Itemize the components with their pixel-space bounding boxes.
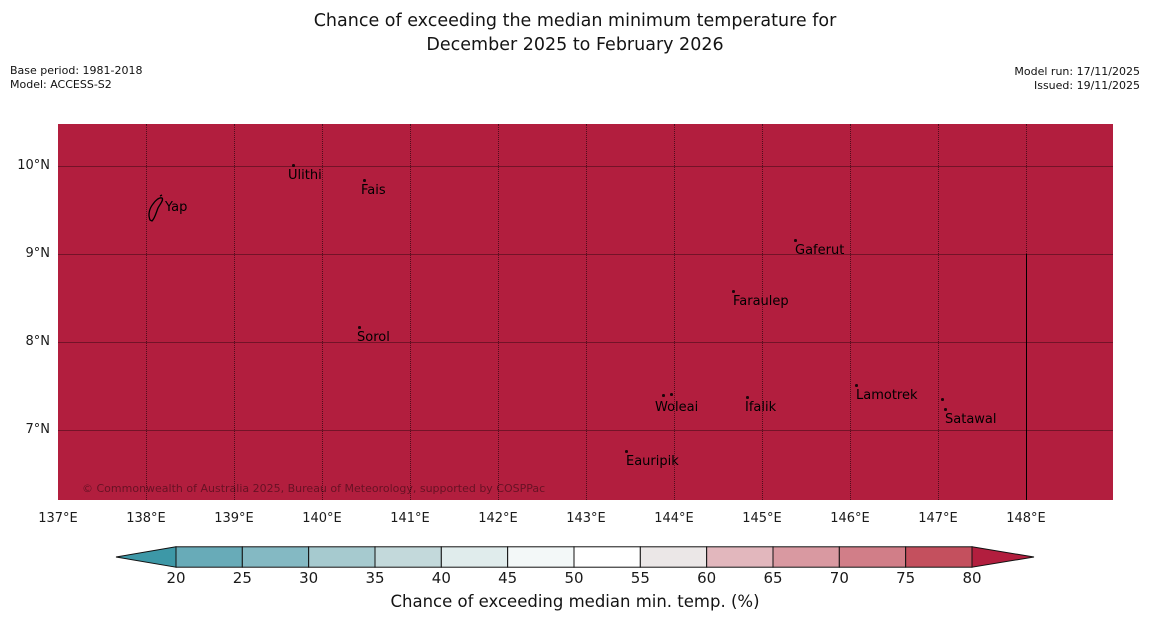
island-dot-fais [363, 179, 366, 182]
island-dot-satawal [944, 408, 947, 411]
colorbar-segment-75-80 [905, 546, 973, 568]
colorbar-tick-75: 75 [896, 569, 916, 587]
colorbar [115, 546, 1035, 568]
lon-tick-label: 146°E [830, 511, 870, 526]
map-canvas: © Commonwealth of Australia 2025, Bureau… [58, 124, 1113, 500]
base-period-text: Base period: 1981-2018 [10, 64, 143, 77]
colorbar-tick-55: 55 [630, 569, 650, 587]
model-info: Base period: 1981-2018 Model: ACCESS-S2 [10, 64, 142, 91]
colorbar-tick-35: 35 [365, 569, 385, 587]
colorbar-tick-25: 25 [232, 569, 252, 587]
colorbar-tick-45: 45 [498, 569, 518, 587]
place-label-satawal: Satawal [945, 412, 997, 427]
island-dot-sorol [358, 326, 361, 329]
gridline-horizontal [58, 254, 1113, 255]
gridline-vertical [234, 124, 235, 500]
colorbar-segment-45-50 [507, 546, 575, 568]
page-title: Chance of exceeding the median minimum t… [0, 9, 1150, 57]
issued-text: Issued: 19/11/2025 [1033, 78, 1140, 92]
gridline-vertical [322, 124, 323, 500]
gridline-vertical [410, 124, 411, 500]
island-dot-ulithi [292, 164, 295, 167]
island-dot-ifalik [746, 396, 749, 399]
model-run-text: Model run: 17/11/2025 [1014, 65, 1140, 78]
gridline-vertical [498, 124, 499, 500]
place-label-lamotrek: Lamotrek [856, 388, 918, 403]
island-dot-eauripik [625, 450, 628, 453]
colorbar-segment-60-65 [706, 546, 774, 568]
island-dot-lamotrek [855, 384, 858, 387]
gridline-vertical [762, 124, 763, 500]
colorbar-tick-30: 30 [299, 569, 319, 587]
gridline-vertical [674, 124, 675, 500]
gridline-horizontal [58, 430, 1113, 431]
lon-tick-label: 141°E [390, 511, 430, 526]
yap-island-outline [148, 194, 164, 222]
colorbar-segment-20-25 [175, 546, 243, 568]
place-label-woleai: Woleai [655, 400, 699, 415]
lon-tick-label: 147°E [918, 511, 958, 526]
colorbar-segment-30-35 [308, 546, 376, 568]
island-dot-gaferut [794, 239, 797, 242]
colorbar-under-arrow [115, 546, 177, 568]
lon-tick-label: 139°E [214, 511, 254, 526]
place-label-sorol: Sorol [357, 330, 390, 345]
colorbar-tick-60: 60 [697, 569, 717, 587]
island-dot-lamotrek [941, 398, 944, 401]
colorbar-segment-65-70 [772, 546, 840, 568]
colorbar-tick-65: 65 [763, 569, 783, 587]
colorbar-tick-70: 70 [829, 569, 849, 587]
colorbar-segment-35-40 [374, 546, 442, 568]
colorbar-scale [115, 546, 1035, 568]
gridline-vertical [938, 124, 939, 500]
place-label-eauripik: Eauripik [626, 454, 679, 469]
model-name-text: Model: ACCESS-S2 [10, 77, 112, 91]
colorbar-segment-50-55 [573, 546, 641, 568]
lat-tick-label: 8°N [25, 334, 51, 349]
place-label-ulithi: Ulithi [288, 168, 322, 183]
gridline-horizontal [58, 342, 1113, 343]
lon-tick-label: 143°E [566, 511, 606, 526]
lon-tick-label: 144°E [654, 511, 694, 526]
copyright-text: © Commonwealth of Australia 2025, Bureau… [82, 482, 546, 495]
lon-tick-label: 148°E [1006, 511, 1046, 526]
lat-tick-label: 7°N [25, 422, 51, 437]
lat-tick-label: 9°N [25, 246, 51, 261]
place-label-faraulep: Faraulep [733, 294, 789, 309]
lon-tick-label: 138°E [126, 511, 166, 526]
lat-tick-label: 10°N [17, 158, 50, 173]
lon-tick-label: 145°E [742, 511, 782, 526]
colorbar-over-arrow [971, 546, 1035, 568]
lon-tick-label: 137°E [38, 511, 78, 526]
lon-tick-label: 140°E [302, 511, 342, 526]
colorbar-tick-50: 50 [564, 569, 584, 587]
place-label-yap: Yap [165, 200, 188, 215]
colorbar-tick-80: 80 [962, 569, 982, 587]
place-label-fais: Fais [361, 183, 386, 198]
run-info: Model run: 17/11/2025 Issued: 19/11/2025 [1014, 65, 1140, 92]
gridline-vertical [586, 124, 587, 500]
title-line-1: Chance of exceeding the median minimum t… [313, 11, 837, 31]
colorbar-segment-70-75 [838, 546, 907, 568]
colorbar-tick-40: 40 [431, 569, 451, 587]
colorbar-segment-25-30 [241, 546, 310, 568]
colorbar-segment-55-60 [639, 546, 708, 568]
island-dot-woleai [670, 393, 673, 396]
region-border-line [1026, 254, 1027, 500]
colorbar-label: Chance of exceeding median min. temp. (%… [390, 592, 760, 611]
gridline-vertical [146, 124, 147, 500]
colorbar-tick-20: 20 [166, 569, 186, 587]
place-label-gaferut: Gaferut [795, 243, 845, 258]
island-dot-faraulep [732, 290, 735, 293]
place-label-ifalik: Ifalik [745, 400, 777, 415]
gridline-vertical [850, 124, 851, 500]
colorbar-segment-40-45 [440, 546, 509, 568]
title-line-2: December 2025 to February 2026 [426, 35, 724, 55]
island-dot-woleai [662, 394, 665, 397]
lon-tick-label: 142°E [478, 511, 518, 526]
gridline-horizontal [58, 166, 1113, 167]
